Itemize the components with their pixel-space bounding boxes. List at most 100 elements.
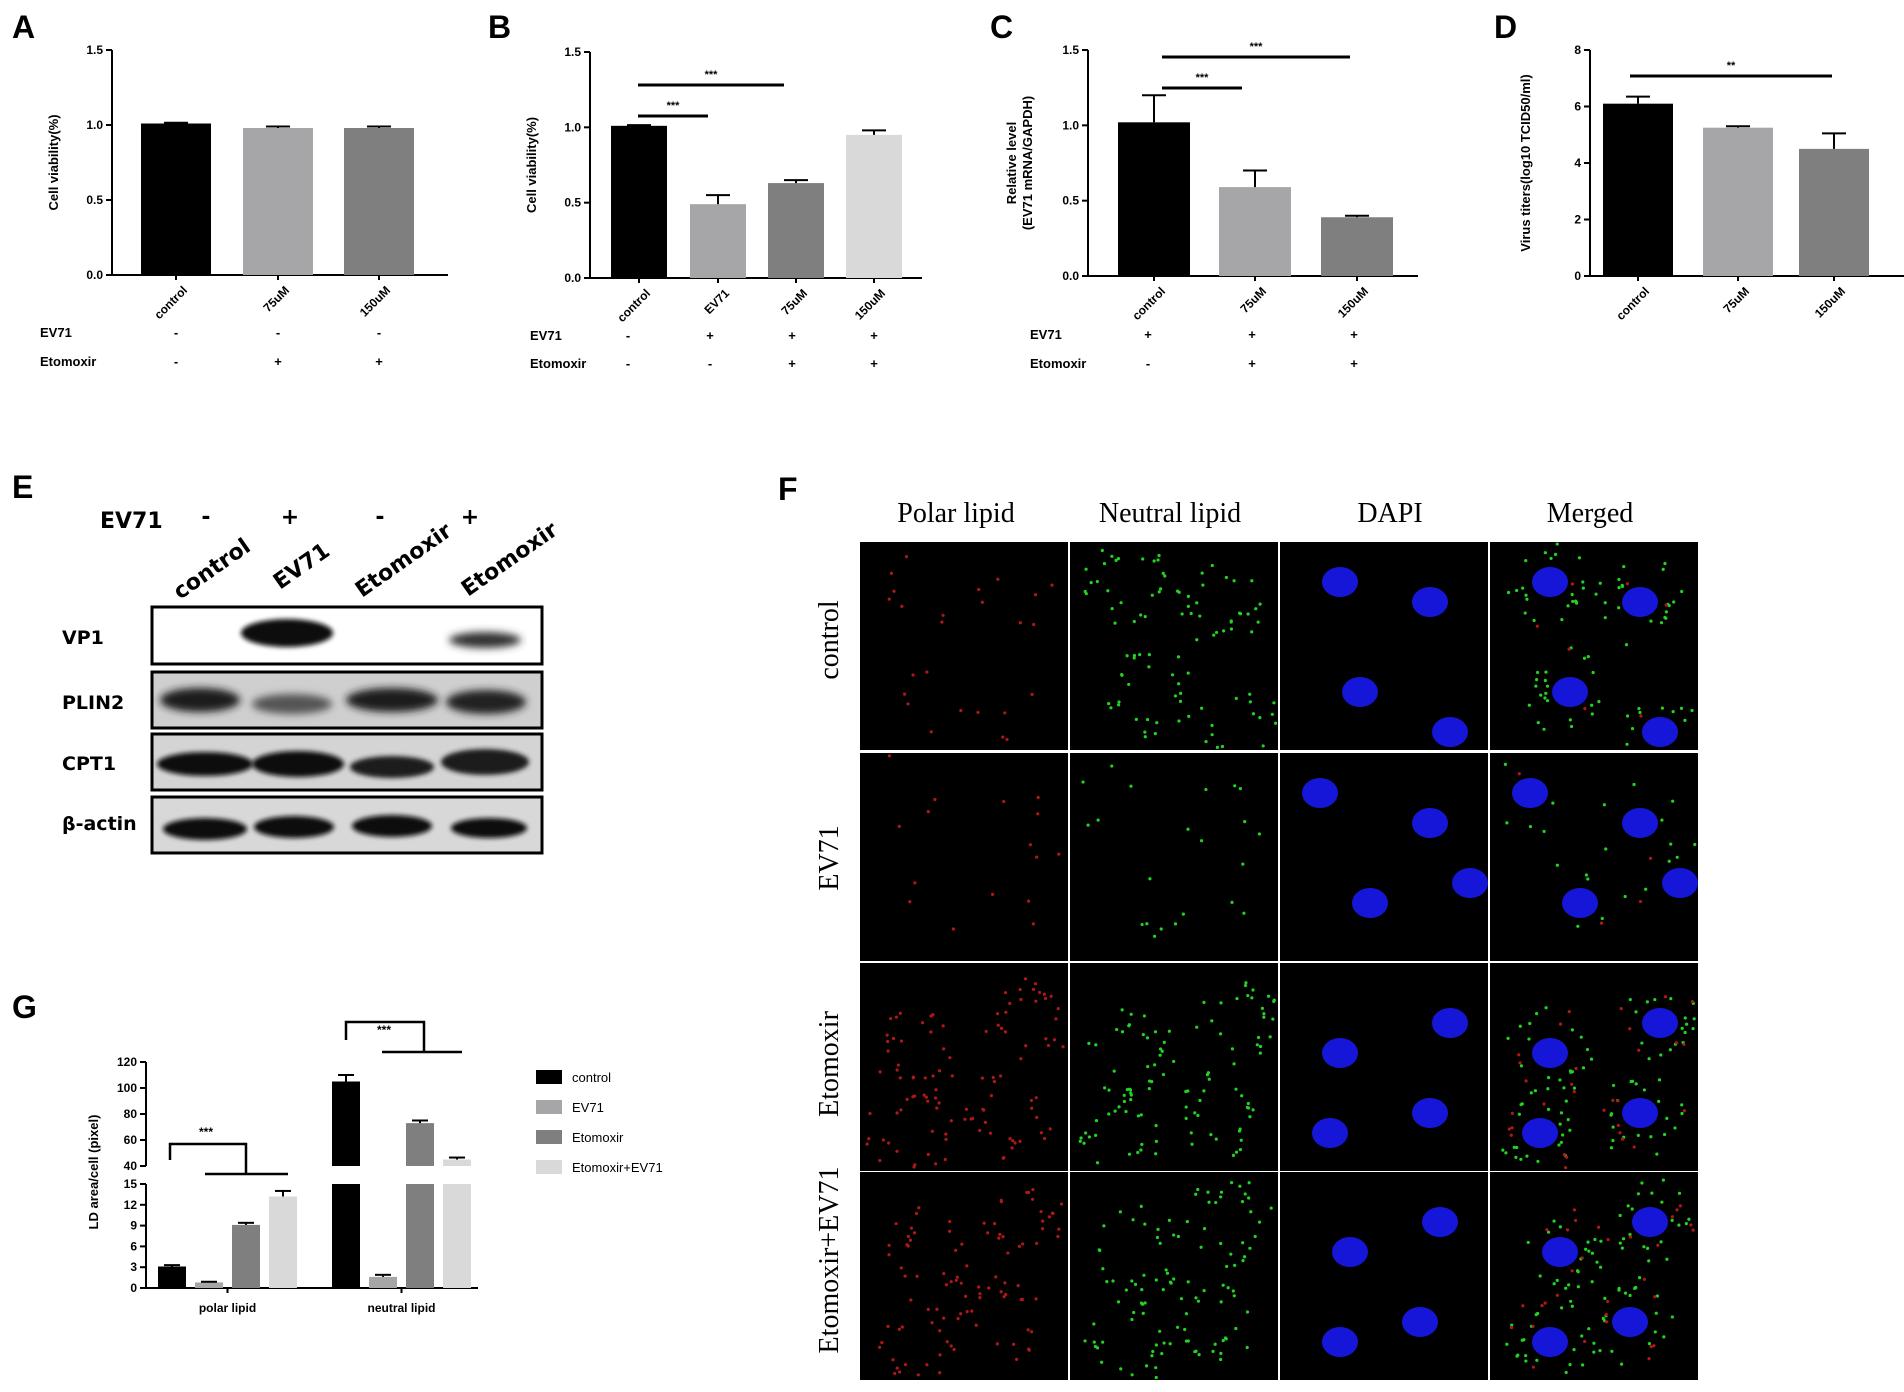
lipid-droplet	[1240, 1094, 1244, 1098]
lipid-droplet	[1558, 1078, 1562, 1082]
lipid-droplet	[940, 620, 944, 624]
lipid-droplet	[1611, 1083, 1616, 1088]
chart-d: 0 2 4 6 8 Virus titers(log10 TCID50/ml) contro…	[1518, 43, 1904, 323]
lipid-droplet	[1089, 580, 1093, 585]
lipid-droplet	[1154, 1139, 1158, 1144]
y-tick-label: 120	[117, 1055, 137, 1069]
lipid-droplet	[1632, 1145, 1636, 1149]
chart-b: 0.0 0.5 1.0 1.5 Cell viability(%) control EV71…	[524, 45, 922, 371]
chart-c: 0.0 0.5 1.0 1.5 Relative level (EV71 mRNA/GAP…	[1004, 41, 1418, 371]
lipid-droplet	[1194, 1296, 1198, 1300]
lipid-droplet	[1220, 744, 1225, 749]
condition-sign-ev71: -	[276, 325, 280, 340]
lipid-droplet	[1136, 1114, 1140, 1118]
lipid-droplet	[1172, 1059, 1176, 1064]
wb-lane-label-2: EV71	[269, 538, 335, 594]
condition-sign-etomoxir: +	[1248, 356, 1256, 371]
micro-col-header-dapi: DAPI	[1357, 498, 1422, 529]
lipid-droplet	[1519, 1157, 1523, 1161]
x-tick-label: EV71	[701, 286, 732, 317]
significance-label: ***	[667, 100, 681, 112]
nucleus	[1322, 1038, 1358, 1068]
lipid-droplet	[1609, 1113, 1613, 1117]
bar-control	[1603, 103, 1673, 276]
lipid-droplet	[1675, 1041, 1679, 1045]
condition-sign-ev71: +	[1350, 327, 1358, 342]
x-tick-label: control	[1613, 284, 1652, 323]
lipid-droplet	[959, 708, 963, 713]
lipid-droplet	[1671, 710, 1675, 714]
y-tick-label: 1.5	[564, 45, 581, 59]
lipid-droplet	[1042, 1136, 1047, 1141]
lipid-droplet	[1130, 1317, 1134, 1322]
lipid-droplet	[895, 1366, 899, 1370]
lipid-droplet	[1679, 706, 1684, 710]
lipid-droplet	[1132, 1310, 1136, 1315]
lipid-droplet	[1650, 1191, 1654, 1195]
lipid-droplet	[1158, 1053, 1162, 1057]
lipid-droplet	[1581, 586, 1585, 590]
bar-Etomoxir+EV71	[269, 1196, 297, 1288]
x-tick-label: 150uM	[1812, 284, 1848, 320]
lipid-droplet	[915, 1274, 919, 1278]
lipid-droplet	[1154, 1375, 1158, 1380]
lipid-droplet	[1094, 1119, 1099, 1123]
lipid-droplet	[1225, 1264, 1229, 1269]
lipid-droplet	[971, 1116, 975, 1121]
lipid-droplet	[1189, 611, 1193, 616]
panel-letter-e: E	[12, 469, 33, 505]
y-tick-label: 8	[1574, 43, 1581, 57]
lipid-droplet	[1001, 1156, 1005, 1160]
micro-tile-bg	[1070, 963, 1278, 1171]
lipid-droplet	[1003, 711, 1007, 715]
lipid-droplet	[1031, 922, 1035, 926]
lipid-droplet	[1670, 1218, 1674, 1222]
lipid-droplet	[1039, 1209, 1043, 1214]
lipid-droplet	[1018, 621, 1022, 625]
lipid-droplet	[1160, 1049, 1164, 1053]
lipid-droplet	[1143, 735, 1147, 739]
lipid-droplet	[1125, 1087, 1129, 1092]
nucleus	[1642, 717, 1678, 747]
lipid-droplet	[1134, 717, 1138, 721]
lipid-droplet	[1023, 977, 1028, 981]
lipid-droplet	[1092, 1322, 1096, 1326]
lipid-droplet	[948, 1056, 952, 1060]
lipid-droplet	[974, 1323, 978, 1327]
lipid-droplet	[1606, 1237, 1610, 1242]
lipid-droplet	[1167, 1029, 1171, 1033]
y-tick-label: 1.0	[1062, 118, 1079, 132]
lipid-droplet	[1027, 1348, 1031, 1352]
micro-tile-bg	[860, 1172, 1068, 1380]
micro-tile	[1070, 542, 1278, 750]
y-tick-label: 0.0	[86, 268, 103, 282]
y-tick-label: 6	[1574, 100, 1581, 114]
micro-tile-bg	[860, 963, 1068, 1171]
lipid-droplet	[1598, 1265, 1603, 1269]
nucleus	[1412, 1098, 1448, 1128]
lipid-droplet	[1147, 665, 1151, 669]
lipid-droplet	[1558, 1122, 1562, 1126]
lipid-droplet	[1604, 847, 1608, 851]
lipid-droplet	[1262, 1015, 1266, 1019]
x-tick-label: control	[1129, 284, 1168, 323]
nucleus	[1342, 677, 1378, 707]
lipid-droplet	[1242, 1255, 1247, 1259]
lipid-droplet	[1659, 1240, 1663, 1244]
lipid-droplet	[954, 1278, 958, 1282]
condition-sign-ev71: +	[1144, 327, 1152, 342]
lipid-droplet	[1140, 1302, 1145, 1306]
y-tick-label: 0.5	[86, 193, 103, 207]
lipid-droplet	[1665, 1116, 1669, 1120]
lipid-droplet	[1510, 1111, 1515, 1115]
lipid-droplet	[944, 1132, 948, 1136]
lipid-droplet	[1140, 922, 1144, 927]
lipid-droplet	[984, 1029, 988, 1034]
lipid-droplet	[904, 555, 909, 559]
lipid-droplet	[1205, 1073, 1210, 1077]
lipid-droplet	[1258, 716, 1262, 720]
lipid-droplet	[1623, 1291, 1628, 1295]
lipid-droplet	[1002, 1295, 1006, 1299]
wb-ev71-sign-1: -	[201, 505, 210, 530]
lipid-droplet	[914, 1211, 919, 1216]
